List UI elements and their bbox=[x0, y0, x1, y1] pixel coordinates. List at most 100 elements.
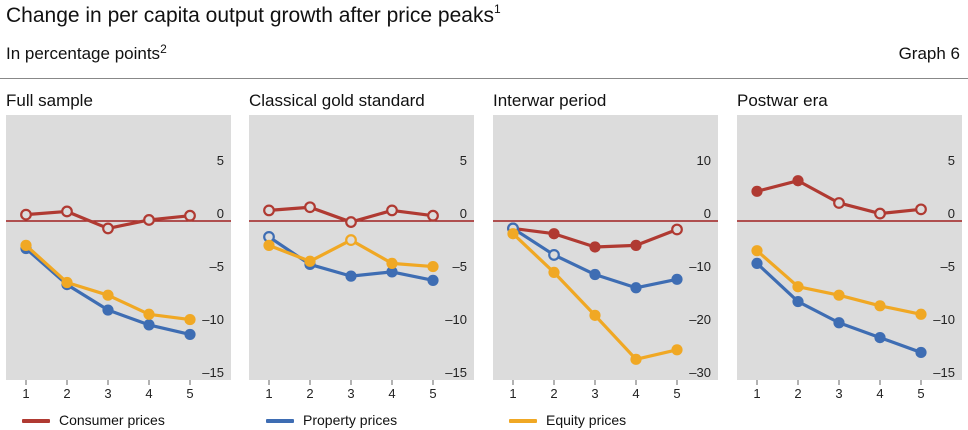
chart-subtitle: In percentage points2 bbox=[6, 42, 167, 64]
x-tick-label: 3 bbox=[347, 386, 354, 401]
data-point-equity bbox=[671, 344, 683, 356]
x-tick-label: 2 bbox=[63, 386, 70, 401]
panel-title-postwar-era: Postwar era bbox=[737, 91, 828, 110]
data-point-property bbox=[143, 319, 155, 331]
panel-background bbox=[6, 115, 231, 380]
data-point-consumer bbox=[61, 205, 73, 218]
data-point-property bbox=[915, 346, 927, 359]
y-tick-label: –10 bbox=[445, 312, 467, 327]
panel-title-full-sample: Full sample bbox=[6, 91, 93, 110]
y-tick-label: –10 bbox=[933, 312, 955, 327]
panel-1: 5 0 –5 –10 –15 1 2 3 4 5 bbox=[249, 115, 474, 401]
legend-label-consumer: Consumer prices bbox=[59, 412, 165, 428]
legend-swatch-consumer bbox=[22, 419, 50, 424]
chart-subtitle-text: In percentage points bbox=[6, 44, 161, 63]
chart-title: Change in per capita output growth after… bbox=[6, 2, 501, 28]
data-point-consumer bbox=[427, 209, 439, 222]
data-point-consumer bbox=[915, 203, 927, 216]
y-tick-label: –15 bbox=[445, 365, 467, 380]
x-tick-label: 5 bbox=[186, 386, 193, 401]
legend-item-consumer-prices: Consumer prices bbox=[22, 412, 165, 428]
legend-swatch-property bbox=[266, 419, 294, 424]
chart-title-footnote: 1 bbox=[493, 2, 501, 16]
data-point-consumer bbox=[792, 175, 804, 187]
x-tick-label: 1 bbox=[265, 386, 272, 401]
y-tick-label: –10 bbox=[202, 312, 224, 327]
x-tick-label: 1 bbox=[509, 386, 516, 401]
x-tick-label: 1 bbox=[753, 386, 760, 401]
x-tick-label: 1 bbox=[22, 386, 29, 401]
x-tick-label: 4 bbox=[876, 386, 883, 401]
data-point-property bbox=[102, 304, 114, 316]
x-tick-label: 2 bbox=[550, 386, 557, 401]
data-point-property bbox=[386, 266, 398, 278]
y-tick-label: 5 bbox=[948, 153, 955, 168]
data-point-consumer bbox=[263, 204, 275, 217]
panel-0: 5 0 –5 –10 –15 1 2 3 4 5 bbox=[6, 115, 231, 401]
y-tick-label: 0 bbox=[948, 206, 955, 221]
panel-2: 10 0 –10 –20 –30 1 2 3 4 5 bbox=[493, 115, 718, 401]
data-point-equity bbox=[915, 308, 927, 320]
x-tick-label: 5 bbox=[917, 386, 924, 401]
data-point-equity bbox=[143, 308, 155, 320]
data-point-equity bbox=[102, 289, 114, 301]
data-point-consumer bbox=[630, 239, 642, 251]
data-point-consumer bbox=[20, 208, 32, 221]
x-tick-label: 5 bbox=[673, 386, 680, 401]
x-tick-label: 3 bbox=[591, 386, 598, 401]
data-point-consumer bbox=[304, 201, 316, 214]
data-point-equity bbox=[20, 239, 32, 251]
chart-panels: 50–5–10–151 2 3 4 550–5–10–151 2 3 4 5100–10–20–… bbox=[6, 115, 962, 401]
x-tick-label: 5 bbox=[429, 386, 436, 401]
x-tick-label: 4 bbox=[145, 386, 152, 401]
legend-label-equity: Equity prices bbox=[546, 412, 627, 428]
x-tick-label: 2 bbox=[306, 386, 313, 401]
data-point-equity bbox=[61, 276, 73, 289]
data-point-property bbox=[345, 270, 357, 282]
data-point-property bbox=[184, 328, 196, 341]
data-point-equity bbox=[548, 266, 560, 279]
data-point-consumer bbox=[589, 241, 601, 253]
data-point-consumer bbox=[345, 216, 357, 228]
data-point-equity bbox=[507, 228, 519, 240]
legend-item-property-prices: Property prices bbox=[266, 412, 397, 428]
y-tick-label: 5 bbox=[460, 153, 467, 168]
data-point-consumer bbox=[184, 209, 196, 222]
data-point-property bbox=[792, 295, 804, 308]
legend-swatch-equity bbox=[509, 419, 537, 424]
y-tick-label: 10 bbox=[697, 153, 711, 168]
y-tick-label: –30 bbox=[689, 365, 711, 380]
data-point-consumer bbox=[751, 185, 763, 197]
data-point-consumer bbox=[102, 222, 114, 235]
graph-number: Graph 6 bbox=[898, 44, 960, 63]
data-point-equity bbox=[630, 353, 642, 365]
y-tick-label: –20 bbox=[689, 312, 711, 327]
y-tick-label: –5 bbox=[453, 259, 467, 274]
chart-title-text: Change in per capita output growth after… bbox=[6, 4, 494, 27]
panel-title-classical-gold-standard: Classical gold standard bbox=[249, 91, 425, 110]
x-tick-label: 4 bbox=[632, 386, 639, 401]
data-point-property bbox=[548, 249, 560, 261]
y-tick-label: –15 bbox=[933, 365, 955, 380]
data-point-property bbox=[874, 332, 886, 344]
chart-subtitle-footnote: 2 bbox=[160, 42, 167, 56]
data-point-equity bbox=[874, 300, 886, 312]
data-point-consumer bbox=[671, 223, 683, 236]
data-point-equity bbox=[304, 255, 316, 267]
x-tick-label: 3 bbox=[104, 386, 111, 401]
legend-label-property: Property prices bbox=[303, 412, 398, 428]
data-point-property bbox=[671, 273, 683, 285]
data-point-property bbox=[833, 317, 845, 329]
y-tick-label: 0 bbox=[460, 206, 467, 221]
data-point-consumer bbox=[833, 197, 845, 209]
y-tick-label: –5 bbox=[210, 259, 224, 274]
data-point-property bbox=[589, 268, 601, 281]
data-point-equity bbox=[792, 281, 804, 293]
y-tick-label: –10 bbox=[689, 259, 711, 274]
data-point-property bbox=[427, 274, 439, 286]
y-tick-label: 5 bbox=[217, 153, 224, 168]
header-divider bbox=[0, 78, 968, 79]
data-point-consumer bbox=[874, 207, 886, 220]
data-point-equity bbox=[589, 309, 601, 321]
data-point-equity bbox=[427, 260, 439, 273]
